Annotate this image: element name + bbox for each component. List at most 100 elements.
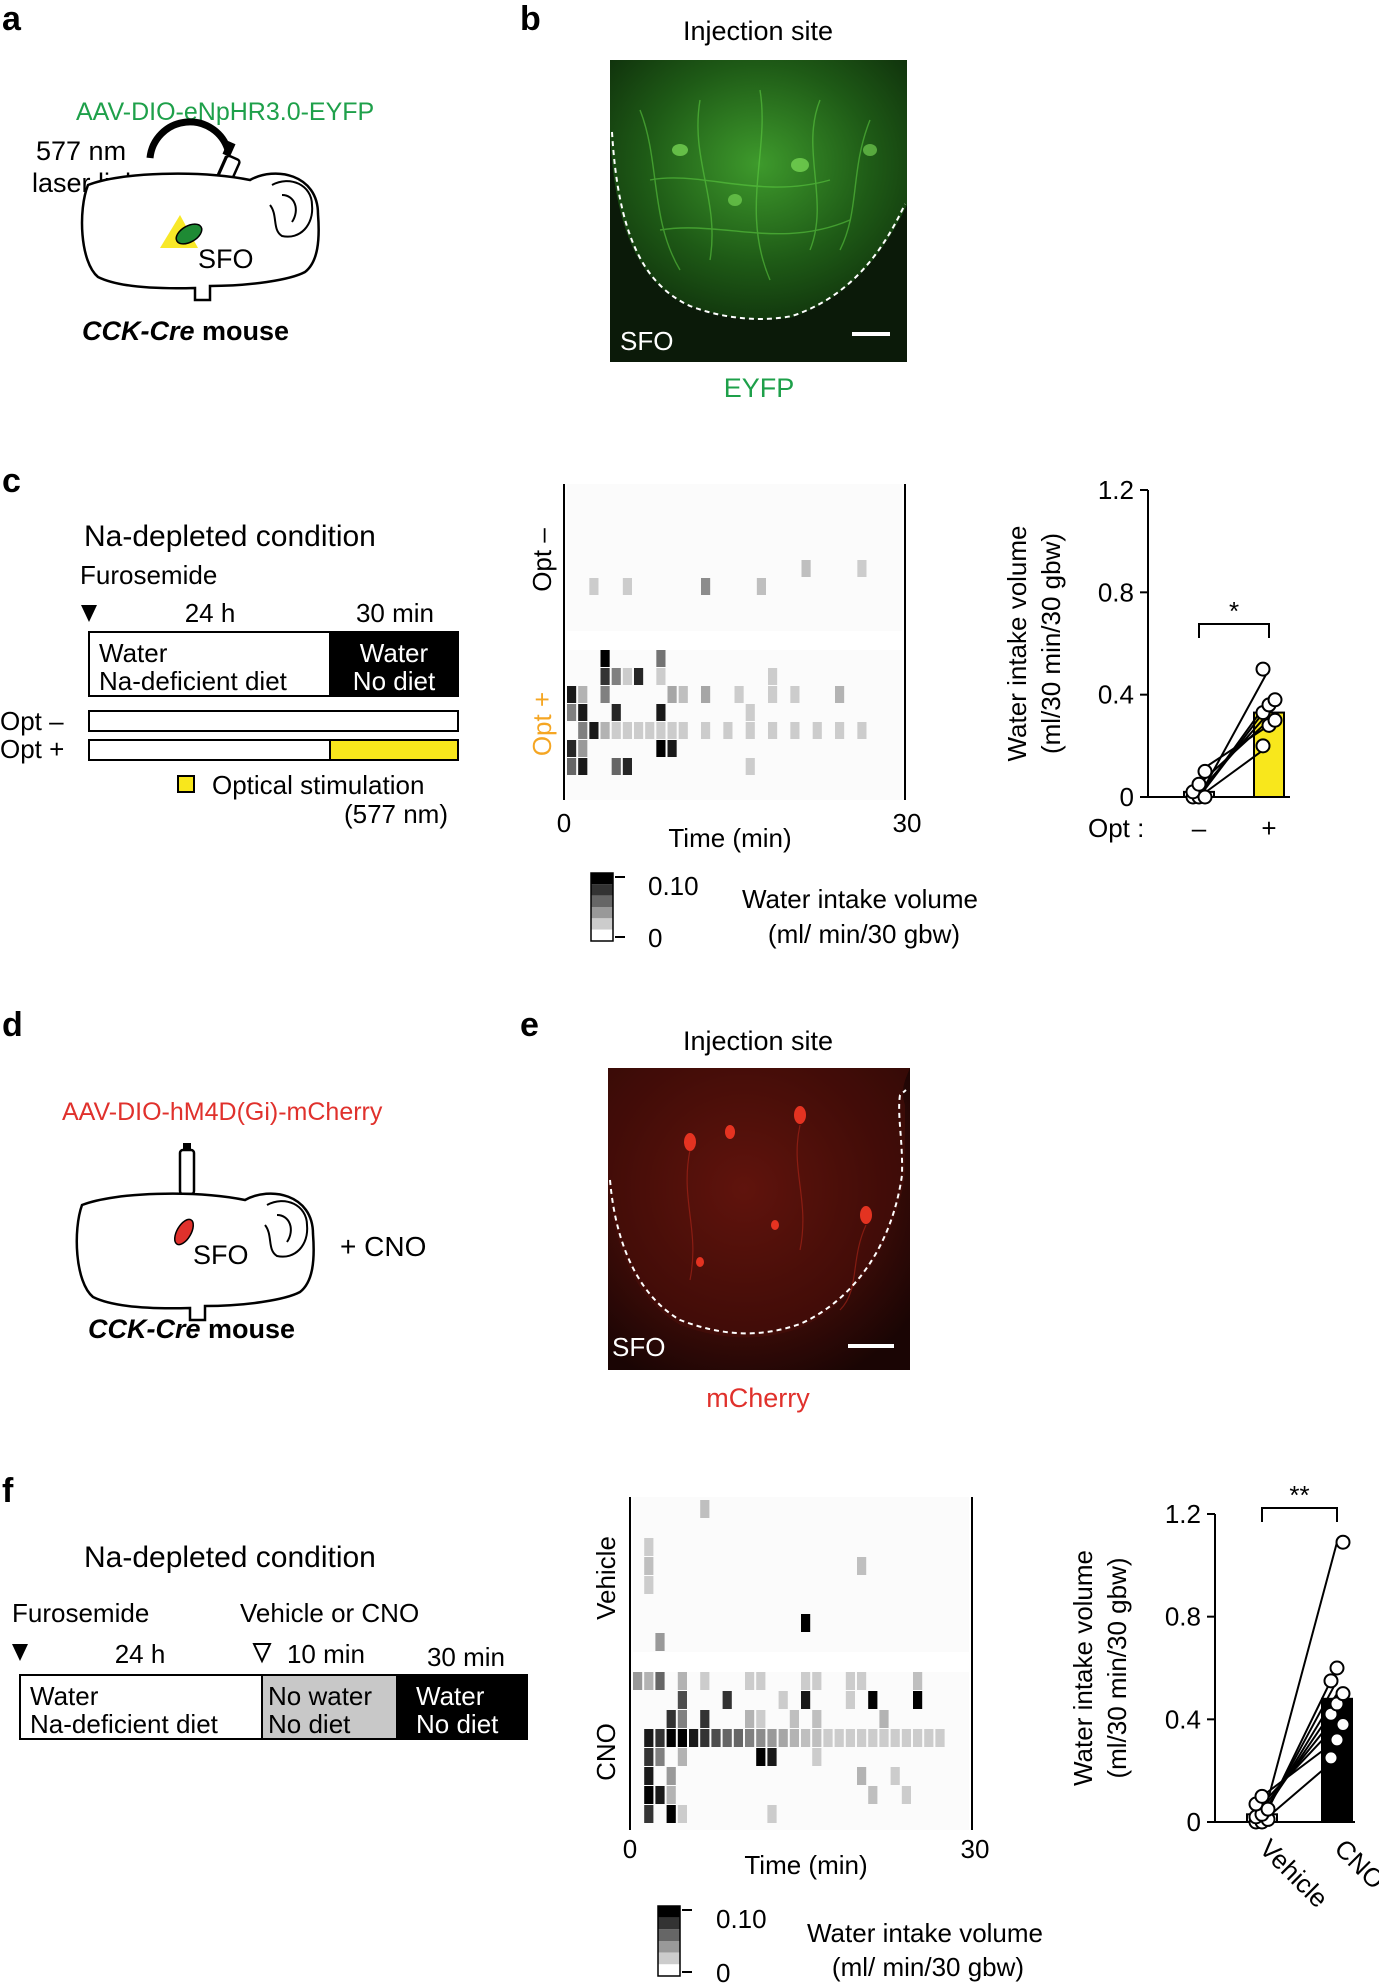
raster-f-x-start: 0 — [623, 1834, 637, 1864]
raster-cell — [756, 1710, 766, 1728]
y-axis-label: Water intake volume — [1002, 525, 1032, 761]
data-point — [1329, 1732, 1345, 1748]
bar-chart-f: 0 0.4 0.8 1.2 Water intake volume (ml/30 min/… — [1068, 1480, 1379, 1914]
data-point — [1255, 738, 1271, 754]
bar-chart-c: 0 0.4 0.8 1.2 Water intake volume (ml/30 min/… — [1002, 475, 1290, 843]
raster-cell — [857, 1767, 867, 1785]
raster-cell — [644, 1729, 654, 1747]
box2-line2-c: No diet — [353, 666, 436, 696]
raster-cell — [789, 1710, 799, 1728]
raster-cell — [745, 1710, 755, 1728]
raster-cell — [924, 1729, 934, 1747]
raster-cell — [644, 1767, 654, 1785]
scale-f-max: 0.10 — [716, 1904, 767, 1934]
raster-cell — [677, 1710, 687, 1728]
raster-cell — [778, 1691, 788, 1709]
raster-plot-c — [563, 484, 906, 800]
y-tick-label: 0.8 — [1098, 577, 1134, 607]
significance-bracket — [1261, 1507, 1338, 1522]
raster-cell — [611, 668, 621, 685]
raster-f-top-label: Vehicle — [591, 1536, 621, 1620]
raster-cell — [578, 758, 588, 775]
x-category-label: – — [1192, 813, 1207, 843]
raster-cell — [801, 1729, 811, 1747]
panel-letter-d: d — [2, 1006, 23, 1044]
raster-cell — [835, 722, 845, 739]
raster-cell — [734, 686, 744, 703]
data-point — [1335, 1686, 1351, 1702]
raster-cell — [645, 722, 655, 739]
sfo-label-d: SFO — [193, 1240, 249, 1270]
raster-cell — [700, 1729, 710, 1747]
significance-marker: ** — [1289, 1480, 1309, 1510]
raster-cell — [801, 1672, 811, 1690]
scale-swatch — [591, 907, 613, 919]
drug-label-c: Furosemide — [80, 560, 217, 590]
raster-cell — [701, 722, 711, 739]
scale-swatch — [658, 1906, 680, 1918]
raster-cell — [745, 704, 755, 721]
y-tick-label: 0.8 — [1165, 1602, 1201, 1632]
raster-cell — [567, 686, 577, 703]
raster-f-x-end: 30 — [961, 1834, 990, 1864]
y-tick-label: 0.4 — [1165, 1704, 1201, 1734]
y-tick-label: 1.2 — [1098, 475, 1134, 505]
brain-diagram-a — [80, 118, 320, 302]
x-category-label: + — [1261, 813, 1276, 843]
duration-24h-c: 24 h — [185, 598, 236, 628]
injection-arrow-c — [81, 605, 97, 622]
raster-cell — [677, 1691, 687, 1709]
raster-cell — [935, 1729, 945, 1747]
schedule-box-test-c — [329, 631, 459, 697]
raster-cell — [622, 578, 632, 595]
box1-line1-f: Water — [30, 1681, 99, 1711]
y-axis-label: (ml/30 min/30 gbw) — [1102, 1557, 1132, 1778]
raster-cell — [823, 1729, 833, 1747]
significance-bracket — [1198, 623, 1270, 638]
schedule-box-baseline-c — [88, 631, 331, 697]
raster-cell — [700, 1500, 710, 1518]
raster-cell — [857, 1729, 867, 1747]
raster-cell — [677, 1748, 687, 1766]
cno-label-d: + CNO — [340, 1231, 426, 1262]
raster-cell — [868, 1691, 878, 1709]
raster-c-x-label: Time (min) — [668, 823, 791, 853]
scale-swatch — [658, 1929, 680, 1941]
raster-cell — [890, 1767, 900, 1785]
raster-cell — [700, 1710, 710, 1728]
scale-f-title-line2: (ml/ min/30 gbw) — [832, 1952, 1024, 1982]
raster-cell — [812, 1672, 822, 1690]
raster-cell — [611, 722, 621, 739]
raster-cell — [578, 686, 588, 703]
data-point — [1197, 763, 1213, 779]
box2-line1-f: No water — [268, 1681, 372, 1711]
raster-cell — [767, 1748, 777, 1766]
scale-c-title-line2: (ml/ min/30 gbw) — [768, 919, 960, 949]
box2-line1-c: Water — [360, 638, 429, 668]
raster-cell — [756, 1729, 766, 1747]
raster-cell — [678, 722, 688, 739]
raster-cell — [857, 560, 867, 577]
scale-swatch — [658, 1964, 680, 1976]
box3-line2-f: No diet — [416, 1709, 499, 1739]
raster-f-bottom-label: CNO — [591, 1723, 621, 1781]
raster-cell — [655, 1729, 665, 1747]
injection-arrow-f — [12, 1644, 28, 1661]
raster-cell — [790, 686, 800, 703]
raster-cell — [666, 1805, 676, 1823]
scale-swatch — [658, 1941, 680, 1953]
raster-cell — [611, 758, 621, 775]
raster-cell — [834, 1729, 844, 1747]
raster-cell — [634, 668, 644, 685]
raster-cell — [644, 1538, 654, 1556]
raster-cell — [890, 1729, 900, 1747]
raster-cell — [745, 722, 755, 739]
paired-line — [1261, 1703, 1338, 1815]
raster-cell — [913, 1691, 923, 1709]
condition-title-f: Na-depleted condition — [84, 1541, 376, 1574]
virus-label-d: AAV-DIO-hM4D(Gi)-mCherry — [62, 1098, 383, 1126]
raster-cell — [711, 1729, 721, 1747]
scale-c-max: 0.10 — [648, 871, 699, 901]
significance-marker: * — [1229, 596, 1239, 626]
raster-cell — [600, 686, 610, 703]
